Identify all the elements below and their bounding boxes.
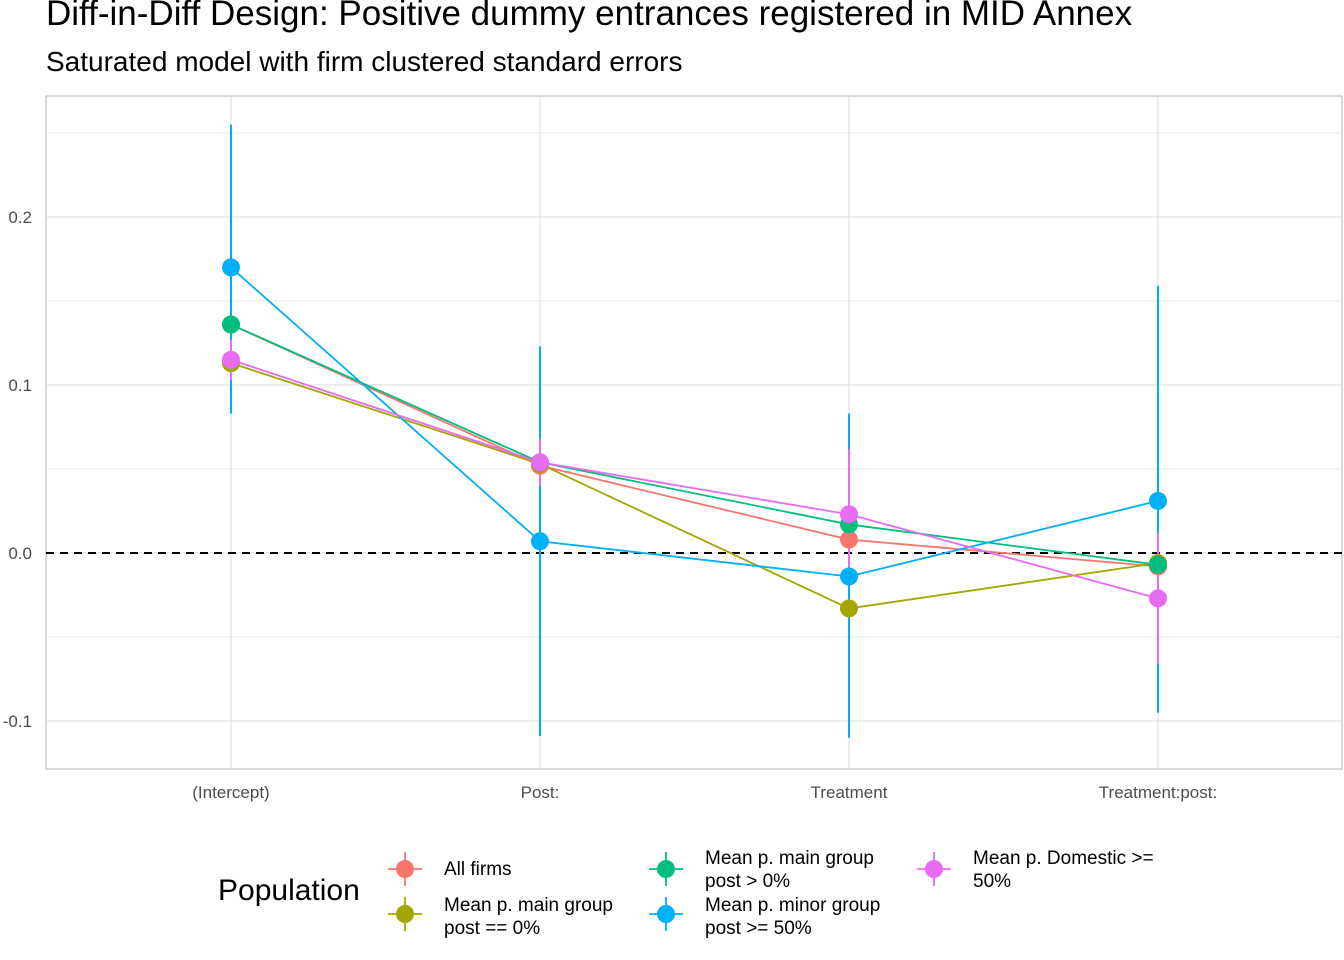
series-line xyxy=(230,323,1159,568)
data-point xyxy=(222,258,240,277)
chart-title: Diff-in-Diff Design: Positive dummy entr… xyxy=(46,0,1133,33)
series-line xyxy=(230,323,1159,566)
data-point xyxy=(1149,589,1167,608)
series-line xyxy=(230,266,1159,578)
x-tick-label: Post: xyxy=(521,783,560,802)
legend-key-point xyxy=(396,860,414,878)
legend-key-point xyxy=(925,860,943,878)
data-point xyxy=(840,505,858,524)
data-point xyxy=(1149,491,1167,510)
legend-label: Mean p. main group post > 0% xyxy=(705,848,874,892)
x-tick-label: (Intercept) xyxy=(192,783,269,802)
data-point xyxy=(840,567,858,586)
legend-title: Population xyxy=(218,874,360,907)
legend-label: Mean p. Domestic >= 50% xyxy=(973,848,1154,892)
y-tick-label: 0.2 xyxy=(8,208,32,227)
legend-label: Mean p. main group post == 0% xyxy=(444,895,613,939)
legend-keys xyxy=(388,852,951,931)
plot-panel xyxy=(45,95,1343,770)
legend-label: Mean p. minor group post >= 50% xyxy=(705,895,881,939)
axis-labels: -0.1 0.0 0.1 0.2 (Intercept) Post: Treatment Tr… xyxy=(3,208,1218,802)
y-tick-label: -0.1 xyxy=(3,712,32,731)
x-tick-label: Treatment:post: xyxy=(1099,783,1217,802)
data-point xyxy=(840,599,858,618)
series-line xyxy=(230,358,1159,600)
legend-label: All firms xyxy=(444,859,512,880)
data-point xyxy=(531,453,549,472)
legend-key-point xyxy=(657,905,675,923)
y-tick-label: 0.1 xyxy=(8,376,32,395)
data-point xyxy=(531,532,549,551)
legend-key-point xyxy=(396,905,414,923)
data-point xyxy=(840,530,858,549)
chart-subtitle: Saturated model with firm clustered stan… xyxy=(46,46,683,77)
series-line xyxy=(230,362,1159,610)
series-lines xyxy=(230,266,1159,610)
data-point xyxy=(1149,555,1167,574)
data-point xyxy=(222,315,240,334)
y-tick-label: 0.0 xyxy=(8,544,32,563)
data-point xyxy=(222,350,240,369)
series-points xyxy=(222,258,1167,618)
legend-key-point xyxy=(657,860,675,878)
x-tick-label: Treatment xyxy=(811,783,888,802)
